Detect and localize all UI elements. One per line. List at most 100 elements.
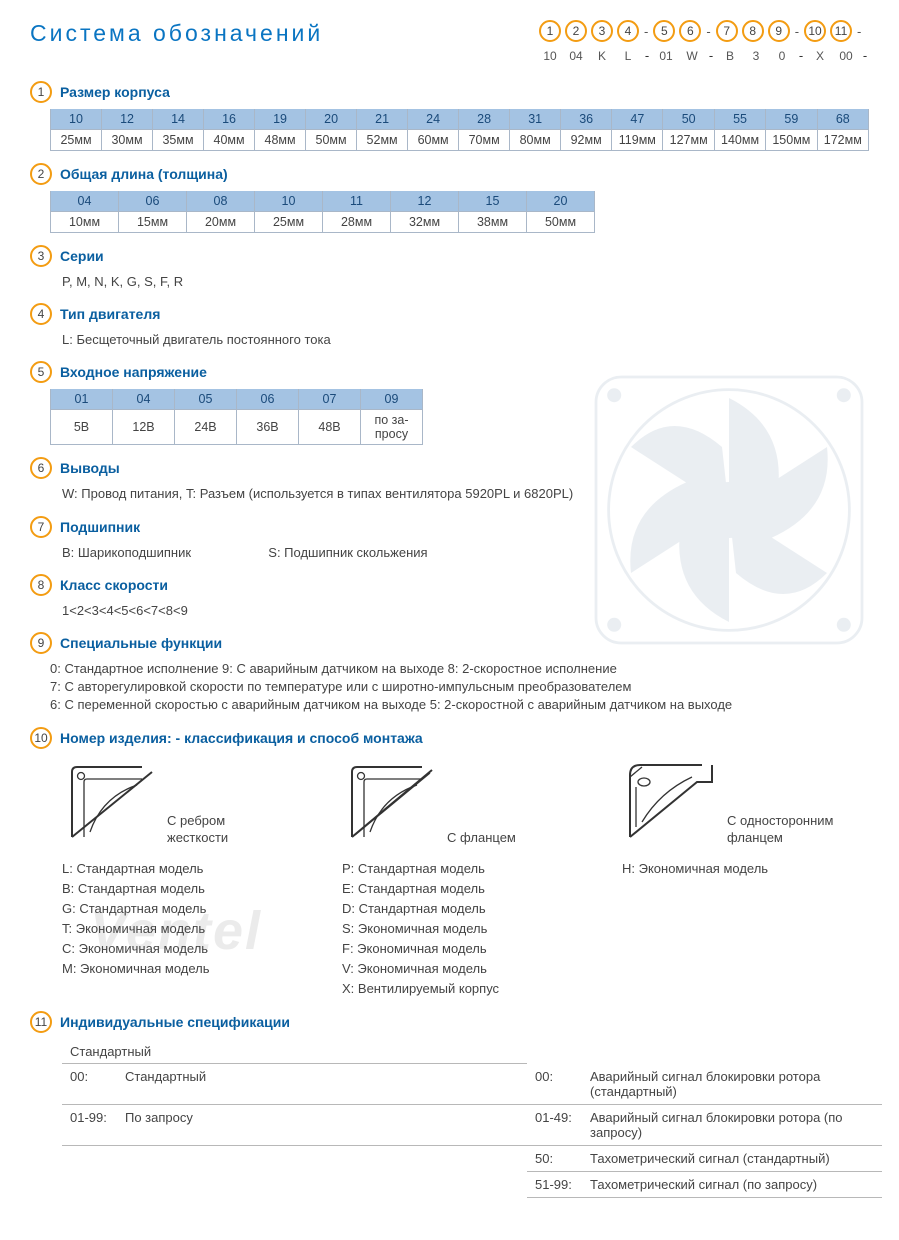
model-item: L: Стандартная модель (62, 859, 292, 879)
header-code-val: 04 (565, 49, 587, 63)
spec-left-head: Стандартный (62, 1039, 527, 1064)
mount-fig-single-flange (622, 757, 717, 847)
spec-code: 00: (527, 1064, 582, 1105)
table-head-cell: 28 (459, 109, 510, 130)
table-head-cell: 21 (357, 109, 408, 130)
spec-code: 01-49: (527, 1104, 582, 1145)
table-cell: 5В (51, 410, 113, 445)
table-head-cell: 55 (714, 109, 765, 130)
table-head-cell: 14 (153, 109, 204, 130)
section-num-2: 2 (30, 163, 52, 185)
header-code-num: 5 (653, 20, 675, 42)
spec-text (117, 1145, 527, 1171)
spec-text: Аварийный сигнал блокировки ротора (по з… (582, 1104, 882, 1145)
model-item: B: Стандартная модель (62, 879, 292, 899)
header-code-num: 2 (565, 20, 587, 42)
header-code-val: W (681, 49, 703, 63)
table-head-cell: 36 (561, 109, 612, 130)
special-funcs: 0: Стандартное исполнение 9: С аварийным… (50, 660, 869, 715)
mount-col-2: С фланцем P: Стандартная модельE: Станда… (342, 757, 572, 1000)
table-cell: 50мм (527, 212, 595, 233)
table-cell: 15мм (119, 212, 187, 233)
table-head-cell: 16 (204, 109, 255, 130)
header-code-num: 4 (617, 20, 639, 42)
section-num-1: 1 (30, 81, 52, 103)
dash: - (856, 24, 862, 39)
page-title: Система обозначений (30, 20, 323, 47)
section-title-8: Класс скорости (60, 577, 168, 593)
section-num-8: 8 (30, 574, 52, 596)
table-cell: 140мм (714, 130, 765, 151)
sf-line2: 7: С авторегулировкой скорости по темпер… (50, 678, 869, 696)
dash: - (794, 24, 800, 39)
section-num-10: 10 (30, 727, 52, 749)
table-head-cell: 07 (299, 389, 361, 410)
section-num-6: 6 (30, 457, 52, 479)
table-cell: 36В (237, 410, 299, 445)
table-length: 040608101112152010мм15мм20мм25мм28мм32мм… (50, 191, 595, 233)
mount-label-3: С односторонним фланцем (727, 813, 834, 847)
table-cell: 50мм (306, 130, 357, 151)
header-code-val: 0 (771, 49, 793, 63)
table-cell: 38мм (459, 212, 527, 233)
header-code-num: 1 (539, 20, 561, 42)
spec-code (62, 1171, 117, 1197)
table-cell: 150мм (766, 130, 817, 151)
spec-table: Стандартный 00:Стандартный00:Аварийный с… (62, 1039, 882, 1198)
table-head-cell: 10 (51, 109, 102, 130)
table-cell: 80мм (510, 130, 561, 151)
table-head-cell: 68 (817, 109, 868, 130)
mount-row: С ребром жесткости L: Стандартная модель… (62, 757, 869, 1000)
model-item: S: Экономичная модель (342, 919, 572, 939)
table-head-cell: 15 (459, 191, 527, 212)
table-head-cell: 20 (527, 191, 595, 212)
table-cell: по за- просу (361, 410, 423, 445)
table-head-cell: 12 (391, 191, 459, 212)
header-code-num: 9 (768, 20, 790, 42)
table-cell: 20мм (187, 212, 255, 233)
model-item: P: Стандартная модель (342, 859, 572, 879)
table-head-cell: 59 (766, 109, 817, 130)
mount-fig-flange (342, 757, 437, 847)
table-head-cell: 10 (255, 191, 323, 212)
table-head-cell: 01 (51, 389, 113, 410)
section-title-9: Специальные функции (60, 635, 222, 651)
section-title-11: Индивидуальные спецификации (60, 1014, 290, 1030)
table-cell: 32мм (391, 212, 459, 233)
header-code-num: 11 (830, 20, 852, 42)
header-code-num: 3 (591, 20, 613, 42)
model-item: V: Экономичная модель (342, 959, 572, 979)
bearing-text: B: Шарикоподшипник S: Подшипник скольжен… (62, 544, 869, 562)
header-code-num: 10 (804, 20, 826, 42)
table-cell: 12В (113, 410, 175, 445)
section-num-9: 9 (30, 632, 52, 654)
header-code-num: 6 (679, 20, 701, 42)
model-item: T: Экономичная модель (62, 919, 292, 939)
section-title-3: Серии (60, 248, 104, 264)
table-head-cell: 09 (361, 389, 423, 410)
section-title-5: Входное напряжение (60, 364, 207, 380)
table-cell: 172мм (817, 130, 868, 151)
table-head-cell: 31 (510, 109, 561, 130)
mount-label-2: С фланцем (447, 830, 516, 847)
table-cell: 119мм (612, 130, 663, 151)
section-title-1: Размер корпуса (60, 84, 170, 100)
header-code-val: X (809, 49, 831, 63)
table-cell: 25мм (51, 130, 102, 151)
table-head-cell: 11 (323, 191, 391, 212)
section-title-6: Выводы (60, 460, 120, 476)
table-head-cell: 08 (187, 191, 255, 212)
section-num-5: 5 (30, 361, 52, 383)
sf-line3: 6: С переменной скоростью с аварийным да… (50, 696, 869, 714)
table-cell: 92мм (561, 130, 612, 151)
model-list-2: P: Стандартная модельE: Стандартная моде… (342, 859, 572, 1000)
table-cell: 70мм (459, 130, 510, 151)
spec-code (62, 1145, 117, 1171)
table-head-cell: 19 (255, 109, 306, 130)
header-code-val: B (719, 49, 741, 63)
model-item: C: Экономичная модель (62, 939, 292, 959)
spec-text: Тахометрический сигнал (по запросу) (582, 1171, 882, 1197)
table-head-cell: 24 (408, 109, 459, 130)
dash: - (643, 24, 649, 39)
table-cell: 24В (175, 410, 237, 445)
